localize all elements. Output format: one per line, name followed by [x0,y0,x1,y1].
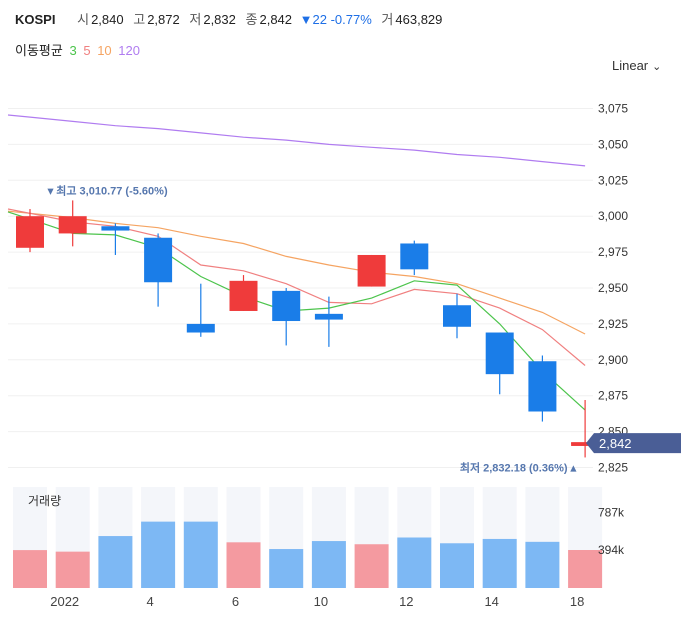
candle-body [571,443,600,446]
price-tick-label: 3,050 [598,137,628,151]
high-value: 2,872 [147,12,180,27]
volume-bar [141,521,176,588]
candle-body [443,305,471,327]
volume-label: 거 [381,12,394,27]
ma-legend: 이동평균 3 5 10 120 [15,40,143,59]
ma-legend-label: 이동평균 [15,43,63,58]
low-value: 2,832 [203,12,236,27]
current-price-badge [586,433,681,454]
candle-body [58,216,87,234]
volume-bar [397,537,432,588]
x-tick-label: 4 [146,594,153,609]
candle-body [16,216,44,248]
close-value: 2,842 [259,12,293,27]
volume-tick-label: 787k [598,505,625,519]
ma5-line [7,208,586,366]
ma3-legend[interactable]: 3 [69,43,77,58]
candle-body [400,243,429,270]
scale-selector[interactable]: Linear ⌄ [612,58,661,73]
change-value: ▼22 -0.77% [299,12,372,27]
low-label: 저 [189,12,202,27]
price-tick-label: 2,900 [598,353,628,367]
x-tick-label: 6 [232,594,239,609]
candle-body [186,323,215,333]
x-tick-label: 14 [484,594,498,609]
volume-tick-label: 394k [598,543,625,557]
high-label: 고 [133,12,146,27]
price-tick-label: 2,825 [598,461,628,475]
candle-body [485,332,514,375]
volume-title: 거래량 [28,494,61,508]
open-value: 2,840 [91,12,124,27]
price-tick-label: 3,000 [598,209,628,223]
ma5-legend[interactable]: 5 [83,43,91,58]
candle-body [357,254,386,287]
volume-bar [311,541,346,588]
volume-bar [525,541,560,588]
quote-header: KOSPI 시 2,840 고 2,872 저 2,832 종 2,842 ▼22 -0… [15,9,442,28]
ma120-line [7,114,586,167]
x-tick-label: 2022 [50,594,79,609]
ma10-line [7,210,586,335]
scale-selector-label: Linear [612,58,649,73]
volume-bar [482,538,517,588]
chevron-down-icon: ⌄ [652,61,662,73]
candle-body [101,226,130,231]
candle-body [229,280,258,311]
close-label: 종 [245,12,258,27]
price-tick-label: 3,075 [598,102,628,116]
volume-bar [13,550,47,588]
high-marker-label: ▾ 최고 3,010.77 (-5.60%) [47,183,168,197]
volume-bar [55,551,90,588]
volume-bar [354,544,389,588]
price-tick-label: 2,975 [598,245,628,259]
low-marker-label: 최저 2,832.18 (0.36%) ▴ [460,460,577,474]
volume-bar [226,542,261,588]
ma10-legend[interactable]: 10 [97,43,112,58]
x-tick-label: 18 [570,594,584,609]
volume-bar [440,543,474,588]
candle-body [314,313,343,320]
current-price-label: 2,842 [599,436,632,451]
symbol-name: KOSPI [15,12,56,27]
x-tick-label: 12 [399,594,413,609]
volume-bar [183,521,218,588]
x-tick-label: 10 [314,594,328,609]
price-tick-label: 3,025 [598,173,628,187]
price-tick-label: 2,950 [598,281,628,295]
price-tick-label: 2,875 [598,389,628,403]
candle-body [528,361,557,412]
open-label: 시 [77,12,90,27]
volume-bar [568,550,603,588]
volume-value: 463,829 [395,12,443,27]
volume-bar [98,536,133,588]
ma120-legend[interactable]: 120 [118,43,140,58]
price-tick-label: 2,925 [598,317,628,331]
candle-body [144,237,173,283]
candle-body [272,290,301,322]
volume-bar [269,549,304,588]
